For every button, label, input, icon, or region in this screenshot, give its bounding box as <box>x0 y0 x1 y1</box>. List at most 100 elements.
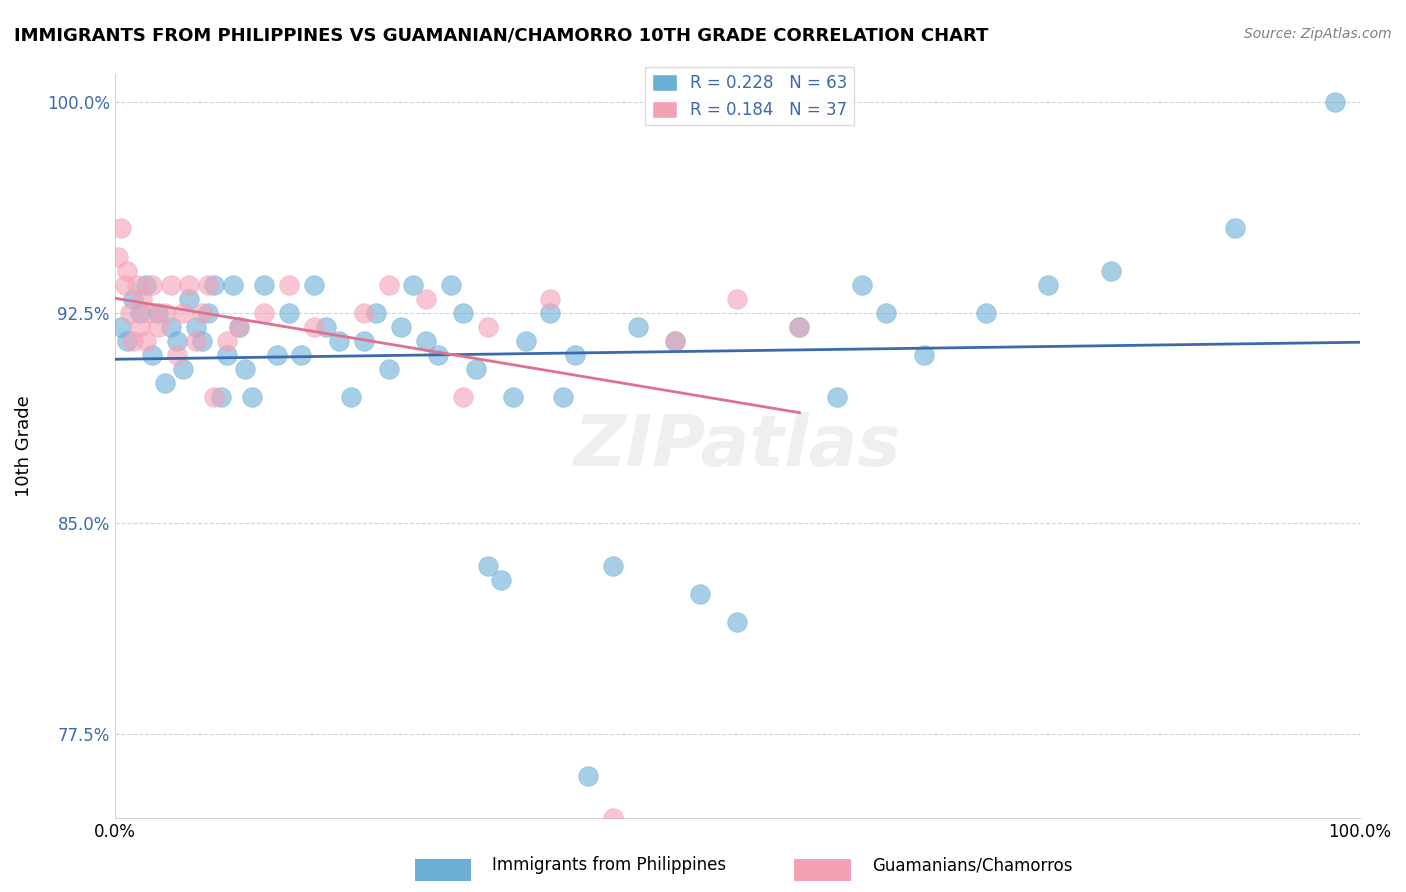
Point <box>1223 221 1246 235</box>
Point <box>153 376 176 390</box>
Point <box>602 812 624 826</box>
Point <box>564 348 586 362</box>
Point <box>377 362 399 376</box>
Point <box>602 558 624 573</box>
Point <box>159 277 181 292</box>
Point <box>122 292 145 306</box>
Point <box>184 334 207 348</box>
Point <box>477 558 499 573</box>
Point <box>202 390 225 404</box>
Point <box>228 319 250 334</box>
Point <box>215 348 238 362</box>
Point <box>253 306 276 320</box>
Point <box>789 319 811 334</box>
Point <box>1038 277 1060 292</box>
Point <box>664 334 686 348</box>
Point <box>191 334 214 348</box>
Point <box>328 334 350 348</box>
Point <box>725 615 748 629</box>
Point <box>576 769 599 783</box>
Point <box>453 306 475 320</box>
Point <box>166 334 188 348</box>
Point <box>278 277 301 292</box>
Point <box>266 348 288 362</box>
Point <box>427 348 450 362</box>
Point <box>538 306 561 320</box>
Text: Immigrants from Philippines: Immigrants from Philippines <box>492 856 727 874</box>
Point <box>110 221 132 235</box>
Point <box>502 390 524 404</box>
Text: Source: ZipAtlas.com: Source: ZipAtlas.com <box>1244 27 1392 41</box>
Point <box>235 362 257 376</box>
Point <box>159 319 181 334</box>
Point <box>538 292 561 306</box>
Point <box>202 277 225 292</box>
Point <box>197 306 219 320</box>
Point <box>253 277 276 292</box>
Point <box>290 348 312 362</box>
Point <box>215 334 238 348</box>
Point <box>876 306 898 320</box>
Point <box>228 319 250 334</box>
Point <box>135 334 157 348</box>
Point <box>464 362 486 376</box>
Point <box>153 306 176 320</box>
Point <box>1323 95 1346 109</box>
Point <box>240 390 263 404</box>
Point <box>197 277 219 292</box>
Point <box>489 573 512 587</box>
Point <box>689 587 711 601</box>
Point <box>107 250 129 264</box>
Point <box>340 390 363 404</box>
Point <box>222 277 245 292</box>
Point <box>148 319 170 334</box>
Point <box>172 306 194 320</box>
Point <box>172 362 194 376</box>
Point <box>122 334 145 348</box>
Point <box>114 277 136 292</box>
Point <box>825 390 848 404</box>
Y-axis label: 10th Grade: 10th Grade <box>15 395 32 497</box>
Point <box>515 334 537 348</box>
Point <box>179 292 201 306</box>
Point <box>315 319 337 334</box>
Point <box>166 348 188 362</box>
Point <box>626 319 648 334</box>
Point <box>664 334 686 348</box>
Point <box>453 390 475 404</box>
Point <box>131 292 153 306</box>
Point <box>141 348 163 362</box>
Legend: R = 0.228   N = 63, R = 0.184   N = 37: R = 0.228 N = 63, R = 0.184 N = 37 <box>645 68 853 126</box>
Point <box>477 319 499 334</box>
Point <box>184 319 207 334</box>
Point <box>141 277 163 292</box>
Point <box>415 292 437 306</box>
Point <box>725 292 748 306</box>
Point <box>128 319 150 334</box>
Point <box>366 306 388 320</box>
Point <box>118 306 141 320</box>
Point <box>377 277 399 292</box>
Point <box>912 348 935 362</box>
Point <box>127 277 149 292</box>
Point <box>179 277 201 292</box>
Point <box>128 306 150 320</box>
Point <box>278 306 301 320</box>
Point <box>209 390 232 404</box>
Point <box>551 390 574 404</box>
Point <box>440 277 463 292</box>
Text: IMMIGRANTS FROM PHILIPPINES VS GUAMANIAN/CHAMORRO 10TH GRADE CORRELATION CHART: IMMIGRANTS FROM PHILIPPINES VS GUAMANIAN… <box>14 27 988 45</box>
Text: ZIPatlas: ZIPatlas <box>574 412 901 481</box>
Point <box>135 277 157 292</box>
Point <box>302 277 325 292</box>
Point <box>789 319 811 334</box>
Point <box>148 306 170 320</box>
Point <box>115 334 138 348</box>
Point <box>353 306 375 320</box>
Point <box>138 306 160 320</box>
Point <box>302 319 325 334</box>
Point <box>851 277 873 292</box>
Point <box>191 306 214 320</box>
Text: Guamanians/Chamorros: Guamanians/Chamorros <box>872 856 1073 874</box>
Point <box>415 334 437 348</box>
